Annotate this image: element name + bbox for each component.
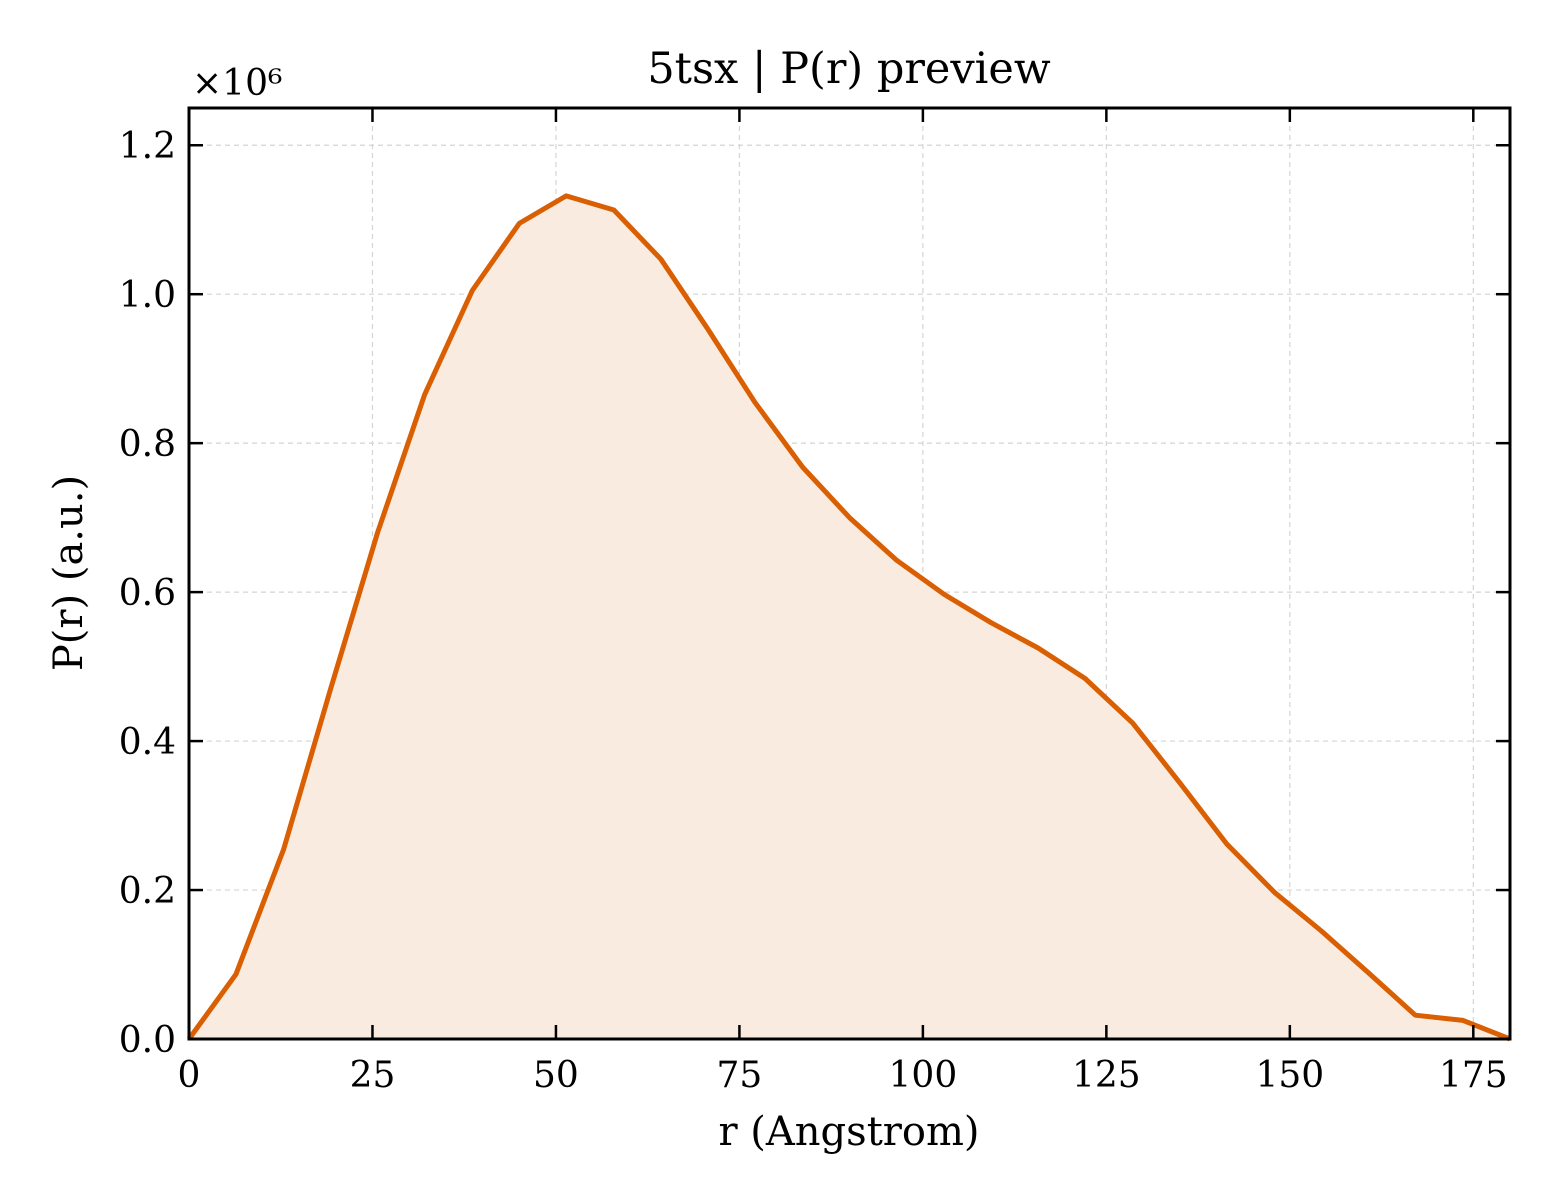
ticks [187, 108, 1510, 1041]
series-line [186, 193, 1511, 1042]
area-fill [189, 195, 1510, 1039]
y-tick-label: 0.2 [119, 871, 176, 912]
y-tick-label: 1.0 [119, 275, 176, 316]
x-tick-label: 0 [178, 1055, 201, 1096]
y-tick-labels: 0.0 0.2 0.4 0.6 0.8 1.0 1.2 [119, 126, 176, 1061]
plot-frame [187, 106, 1512, 1041]
x-axis-label: r (Angstrom) [718, 1109, 979, 1155]
y-tick-label: 1.2 [119, 126, 176, 167]
y-tick-label: 0.6 [119, 573, 176, 614]
y-axis-label: P(r) (a.u.) [46, 475, 92, 671]
x-tick-label: 125 [1072, 1055, 1141, 1096]
x-tick-label: 75 [717, 1055, 763, 1096]
y-scale-label: ×10⁶ [192, 63, 282, 104]
x-tick-label: 25 [350, 1055, 396, 1096]
chart-title: 5tsx | P(r) preview [647, 44, 1051, 94]
y-tick-label: 0.0 [119, 1020, 176, 1061]
x-tick-labels: 0 25 50 75 100 125 150 175 [178, 1055, 1508, 1096]
x-tick-label: 175 [1439, 1055, 1508, 1096]
x-tick-label: 150 [1255, 1055, 1324, 1096]
x-tick-label: 50 [533, 1055, 579, 1096]
x-tick-label: 100 [889, 1055, 958, 1096]
y-tick-label: 0.4 [119, 722, 176, 763]
y-tick-label: 0.8 [119, 424, 176, 465]
